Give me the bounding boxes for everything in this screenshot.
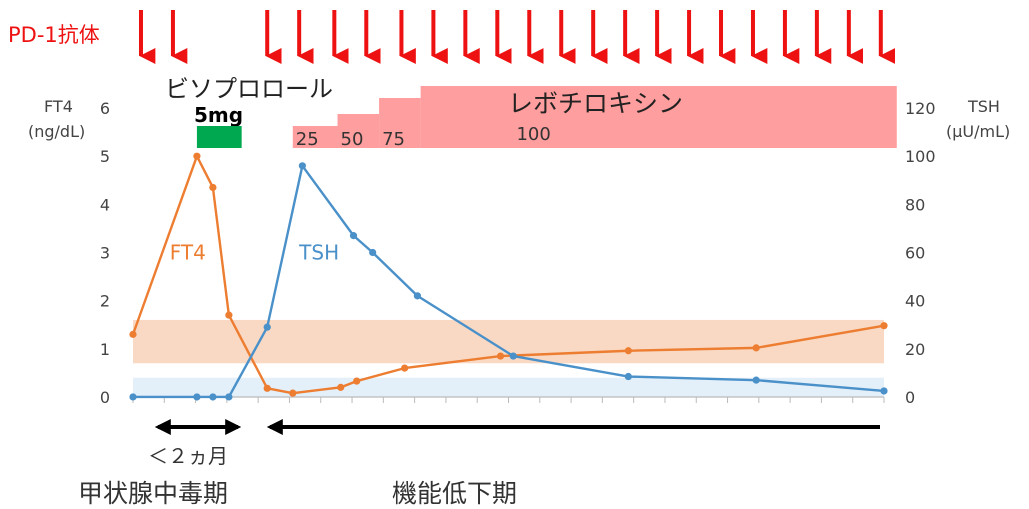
- series-label-tsh: TSH: [298, 241, 339, 265]
- right-tick-label: 80: [905, 195, 925, 214]
- bisoprolol-dose: 5mg: [194, 103, 243, 127]
- left-tick-label: 0: [100, 388, 110, 407]
- data-point-tsh: [880, 387, 888, 395]
- levothyroxine-dose-label: 75: [382, 129, 405, 150]
- data-point-ft4: [752, 344, 760, 352]
- data-point-ft4: [353, 377, 361, 385]
- reference-band-right: [133, 377, 884, 397]
- right-tick-label: 20: [905, 340, 925, 359]
- thyrotoxic-period-label: 甲状腺中毒期: [78, 479, 228, 508]
- data-point-tsh: [413, 292, 422, 300]
- levothyroxine-step-bar: [337, 114, 380, 148]
- right-tick-label: 120: [905, 99, 936, 118]
- left-tick-label: 3: [100, 244, 110, 263]
- right-tick-label: 40: [905, 292, 925, 311]
- series-labels: FT4 TSH: [170, 241, 339, 265]
- left-tick-label: 5: [100, 147, 110, 166]
- series-label-ft4: FT4: [170, 241, 206, 265]
- data-point-tsh: [369, 248, 377, 257]
- data-point-ft4: [129, 330, 137, 338]
- right-tick-label: 100: [905, 147, 936, 166]
- right-axis-label-2: (μU/mL): [946, 122, 1010, 141]
- data-point-tsh: [263, 323, 271, 331]
- left-tick-label: 4: [100, 195, 110, 214]
- levothyroxine-step-bar: [379, 98, 421, 148]
- data-point-tsh: [298, 162, 306, 170]
- data-point-ft4: [225, 311, 233, 319]
- data-point-tsh: [349, 232, 358, 240]
- data-point-tsh: [193, 393, 201, 401]
- drug-arrows: [138, 10, 896, 64]
- levothyroxine-steps: 25 50 75 100: [292, 86, 897, 150]
- left-axis-label-2: (ng/dL): [28, 122, 85, 141]
- right-axis-ticks: 0 20 40 60 80 100 120: [905, 99, 936, 407]
- data-point-ft4: [193, 152, 201, 160]
- left-axis-ticks: 0 1 2 3 4 5 6: [100, 99, 110, 407]
- x-axis-layer: [132, 396, 885, 403]
- data-point-tsh: [129, 393, 137, 401]
- bisoprolol-label: ビソプロロール: [165, 75, 333, 103]
- left-tick-label: 6: [100, 99, 110, 118]
- left-tick-label: 1: [100, 340, 110, 359]
- drug-label: PD-1抗体: [8, 23, 100, 47]
- data-point-ft4: [496, 352, 505, 360]
- data-point-ft4: [289, 389, 297, 397]
- levothyroxine-step-bar: [292, 126, 338, 148]
- data-point-ft4: [337, 383, 345, 391]
- bisoprolol-bar: [196, 126, 242, 148]
- data-point-ft4: [209, 183, 217, 192]
- right-axis-label-1: TSH: [967, 97, 1000, 116]
- right-tick-label: 0: [905, 388, 915, 407]
- levothyroxine-step-bar: [420, 86, 897, 148]
- levothyroxine-dose-label: 25: [296, 129, 319, 150]
- thyrotoxic-duration: ＜２ヵ月: [148, 444, 228, 468]
- levothyroxine-label: レボチロキシン: [508, 89, 683, 118]
- data-point-tsh: [509, 352, 517, 360]
- levothyroxine-dose-label: 50: [341, 129, 364, 150]
- data-point-ft4: [263, 384, 271, 392]
- series-layer: [129, 152, 888, 401]
- hypothyroid-period-label: 機能低下期: [392, 479, 517, 508]
- left-tick-label: 2: [100, 292, 110, 311]
- data-point-ft4: [401, 364, 409, 372]
- data-point-tsh: [225, 393, 233, 401]
- data-point-tsh: [752, 376, 760, 384]
- data-point-ft4: [880, 322, 888, 330]
- left-axis-label-1: FT4: [44, 97, 73, 116]
- reference-bands: [133, 319, 884, 397]
- data-point-tsh: [209, 393, 217, 401]
- levothyroxine-dose-label: 100: [516, 124, 550, 145]
- right-tick-label: 60: [905, 244, 925, 263]
- data-point-tsh: [624, 372, 632, 381]
- data-point-ft4: [624, 347, 632, 355]
